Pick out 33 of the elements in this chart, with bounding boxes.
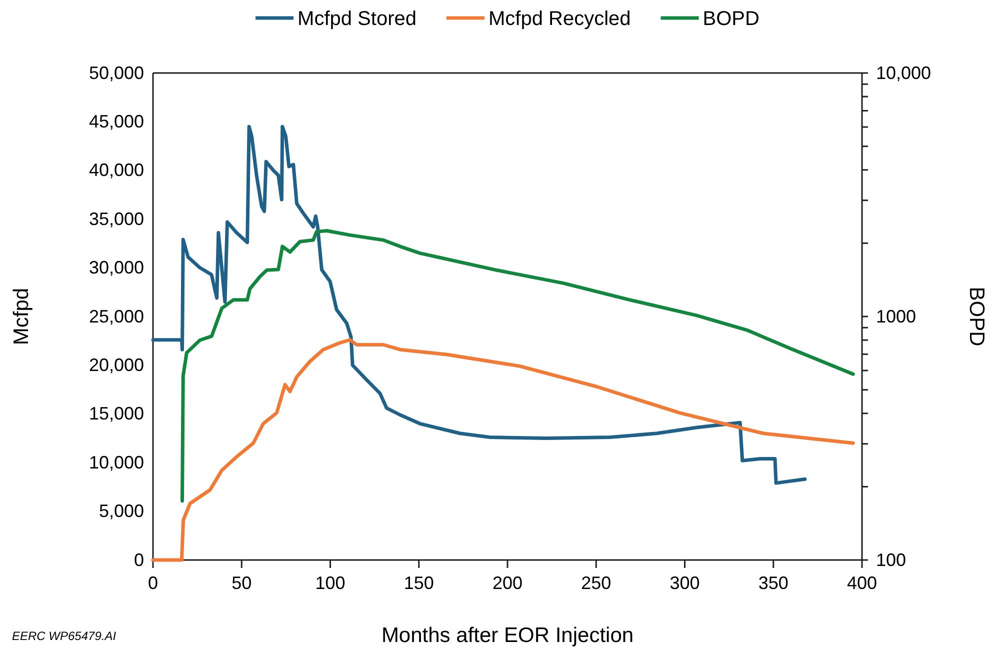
line-series bbox=[151, 124, 807, 485]
x-tick-label: 400 bbox=[846, 572, 878, 593]
x-tick-label: 350 bbox=[758, 572, 788, 593]
x-tick-label: 0 bbox=[148, 572, 158, 593]
text: EERC WP65479.AI bbox=[12, 629, 117, 643]
legend-label: BOPD bbox=[702, 8, 760, 30]
y-tick-label: 50,000 bbox=[88, 62, 144, 83]
x-tick-label: 200 bbox=[492, 572, 523, 593]
y-tick-label: 5,000 bbox=[98, 501, 144, 522]
y-tick-label: 20,000 bbox=[88, 354, 144, 375]
legend-label: Mcfpd Recycled bbox=[488, 8, 631, 30]
x-tick-label: 150 bbox=[404, 572, 434, 593]
y-tick-label: 25,000 bbox=[88, 306, 144, 326]
x-axis-title: Months after EOR Injection bbox=[381, 624, 634, 647]
y2-tick-label: 10,000 bbox=[876, 62, 932, 83]
x-tick-label: 250 bbox=[581, 572, 612, 593]
y-tick-label: 35,000 bbox=[88, 208, 144, 229]
y2-tick-label: 100 bbox=[876, 550, 906, 570]
y2-axis-title: BOPD bbox=[965, 286, 988, 346]
legend-label: Mcfpd Stored bbox=[298, 8, 416, 30]
y-tick-label: 30,000 bbox=[88, 258, 144, 278]
y-tick-label: 15,000 bbox=[88, 404, 144, 424]
x-tick-label: 100 bbox=[315, 572, 346, 593]
y-axis-title: Mcfpd bbox=[10, 288, 33, 346]
line-series bbox=[151, 338, 855, 562]
x-tick-label: 50 bbox=[232, 572, 252, 593]
y-tick-label: 0 bbox=[134, 550, 144, 570]
y-tick-label: 10,000 bbox=[88, 452, 144, 472]
y2-tick-label: 1000 bbox=[876, 306, 916, 326]
line-series bbox=[180, 228, 855, 503]
y-tick-label: 40,000 bbox=[88, 160, 144, 180]
x-tick-label: 300 bbox=[670, 572, 700, 593]
y-tick-label: 45,000 bbox=[88, 111, 144, 132]
